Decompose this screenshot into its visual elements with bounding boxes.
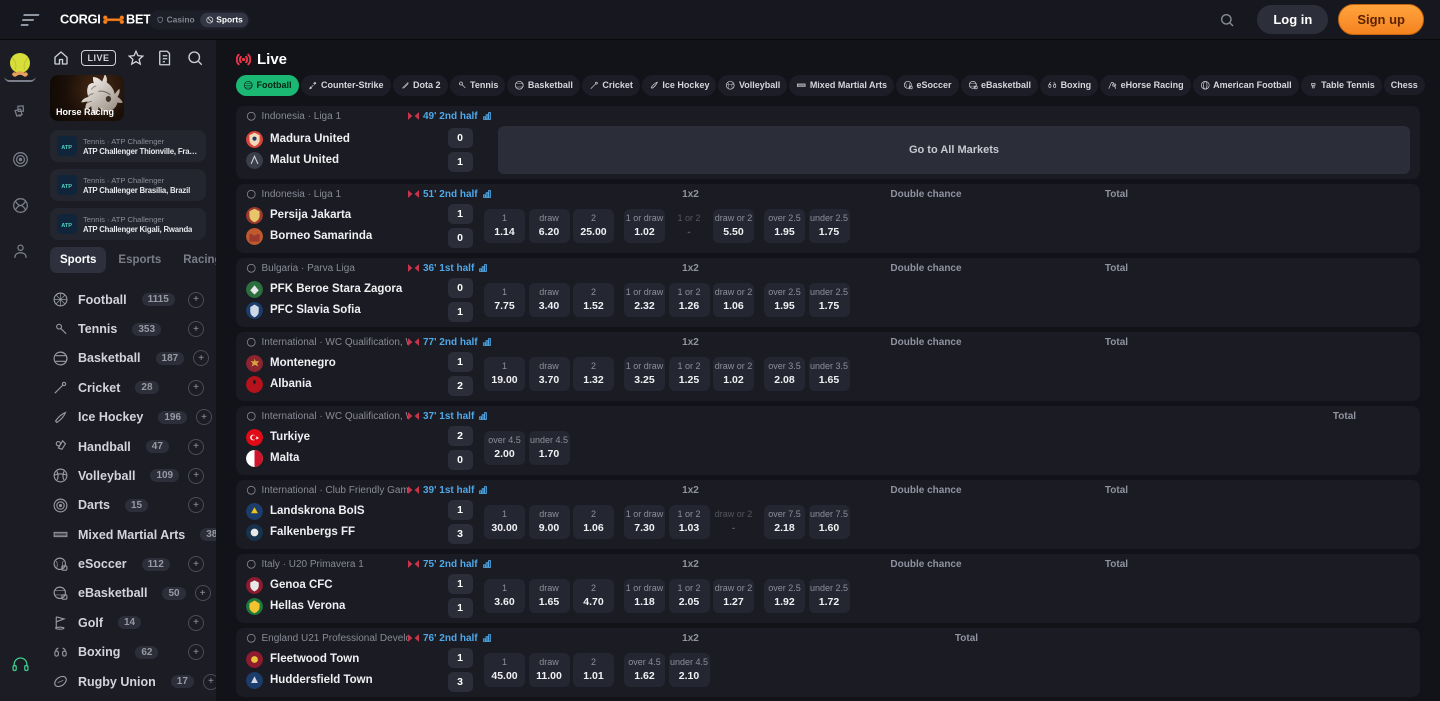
svg-text:ATP: ATP [61, 184, 72, 190]
svg-text:ATP: ATP [61, 223, 72, 229]
svg-text:ATP: ATP [61, 145, 72, 151]
